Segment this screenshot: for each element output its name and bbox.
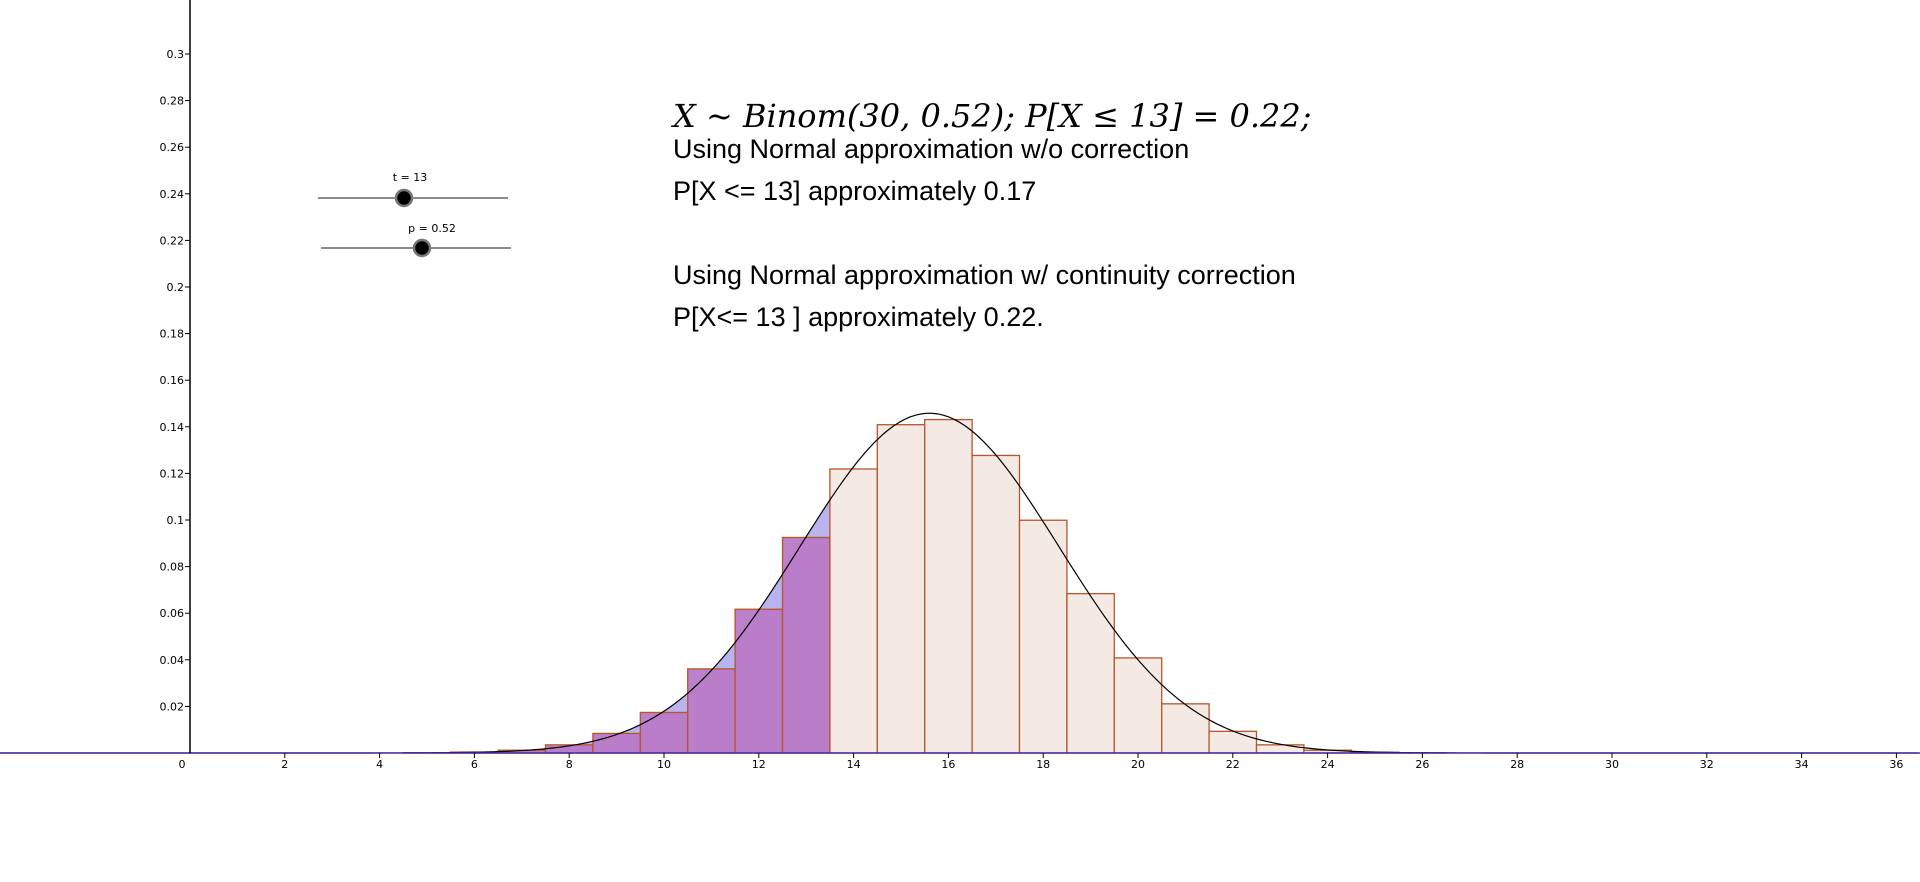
y-tick-label: 0.2 [167, 281, 185, 294]
approx-no-correction-label: Using Normal approximation w/o correctio… [673, 134, 1189, 164]
approx-continuity-value: P[X<= 13 ] approximately 0.22. [673, 302, 1044, 332]
x-tick-label: 8 [566, 758, 573, 771]
histogram-bar [1113, 657, 1163, 754]
slider-t-label: t = 13 [393, 171, 428, 184]
histogram-bar [1255, 744, 1305, 754]
x-tick-label: 32 [1700, 758, 1714, 771]
x-tick-label: 22 [1226, 758, 1240, 771]
histogram-bar [876, 424, 926, 754]
y-tick-label: 0.06 [160, 607, 185, 620]
y-tick-label: 0.3 [167, 48, 185, 61]
x-tick-label: 14 [847, 758, 861, 771]
x-axis-ticks: 0 2 4 6 8 10 12 14 16 18 20 22 24 26 28 30 32 34 36 [179, 753, 1903, 771]
histogram-bar [1018, 519, 1068, 754]
histogram-bar [1066, 592, 1115, 754]
x-tick-label: 34 [1795, 758, 1809, 771]
histogram-bar [687, 668, 736, 754]
y-tick-label: 0.26 [160, 141, 185, 154]
x-tick-label: 12 [752, 758, 766, 771]
y-tick-label: 0.02 [160, 700, 185, 713]
y-tick-label: 0.12 [160, 467, 185, 480]
y-tick-label: 0.24 [160, 188, 185, 201]
slider-t[interactable]: t = 13 [318, 171, 508, 208]
histogram-bar [592, 732, 641, 754]
y-tick-label: 0.28 [160, 95, 185, 108]
x-tick-label: 18 [1036, 758, 1050, 771]
histogram-bar [639, 711, 689, 754]
x-tick-label: 28 [1510, 758, 1524, 771]
histogram-bar [829, 468, 878, 754]
x-tick-label: 6 [471, 758, 478, 771]
x-tick-label: 36 [1889, 758, 1903, 771]
x-tick-label: 0 [179, 758, 186, 771]
approx-no-correction-value: P[X <= 13] approximately 0.17 [673, 176, 1036, 206]
x-tick-label: 20 [1131, 758, 1145, 771]
histogram-bar [1208, 730, 1258, 754]
x-tick-label: 2 [281, 758, 288, 771]
y-tick-label: 0.22 [160, 234, 185, 247]
histogram-bar [781, 536, 831, 754]
x-tick-label: 26 [1415, 758, 1429, 771]
x-tick-label: 16 [941, 758, 955, 771]
y-tick-label: 0.18 [160, 328, 185, 341]
slider-p-label: p = 0.52 [408, 222, 456, 235]
y-axis-ticks: 0.02 0.04 0.06 0.08 0.1 0.12 0.14 0.16 0.18 0.2 0.… [160, 48, 190, 713]
histogram-bar [1161, 703, 1210, 754]
y-tick-label: 0.08 [160, 561, 185, 574]
y-tick-label: 0.16 [160, 374, 185, 387]
y-tick-label: 0.1 [167, 514, 185, 527]
histogram-bar [734, 608, 784, 754]
approx-continuity-label: Using Normal approximation w/ continuity… [673, 260, 1296, 290]
slider-p[interactable]: p = 0.52 [321, 222, 511, 258]
y-tick-label: 0.04 [160, 654, 185, 667]
axes [0, 0, 1920, 754]
slider-t-knob[interactable] [394, 188, 414, 208]
histogram-bars [402, 418, 1447, 754]
binomial-formula: X ~ Binom(30, 0.52); P[X ≤ 13] = 0.22; [670, 97, 1311, 135]
histogram-bar [971, 454, 1021, 754]
slider-p-knob[interactable] [412, 238, 432, 258]
x-tick-label: 4 [376, 758, 383, 771]
x-tick-label: 10 [657, 758, 671, 771]
histogram-bar [924, 418, 973, 754]
y-tick-label: 0.14 [160, 421, 185, 434]
x-tick-label: 24 [1321, 758, 1335, 771]
x-tick-label: 30 [1605, 758, 1619, 771]
